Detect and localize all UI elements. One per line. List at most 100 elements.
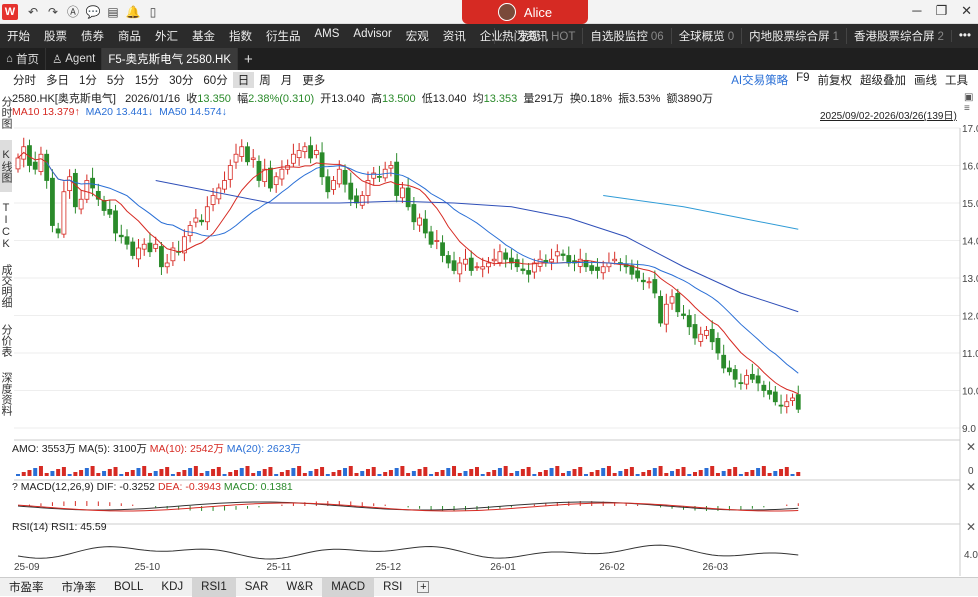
indicator-tab[interactable]: MACD	[322, 577, 375, 597]
volume-bar	[440, 470, 445, 476]
volume-bar	[354, 473, 359, 476]
add-tab-button[interactable]: +	[244, 50, 253, 68]
indicator-tab[interactable]: SAR	[244, 581, 269, 593]
candle	[308, 145, 313, 159]
tool-0[interactable]: AI交易策略	[731, 75, 789, 87]
candle	[365, 180, 371, 196]
menu-item[interactable]: 商品	[118, 31, 141, 43]
minimize-icon[interactable]: ─	[912, 3, 922, 18]
volume-bar	[302, 473, 307, 476]
close-icon[interactable]: ✕	[966, 520, 977, 534]
period-8[interactable]: 周	[259, 75, 271, 87]
menu-item[interactable]: 资讯	[442, 31, 466, 43]
user-badge[interactable]: Alice	[462, 0, 588, 24]
tool-5[interactable]: 工具	[945, 75, 968, 87]
menu-right-item[interactable]: 自选股监控 06	[582, 28, 670, 44]
period-1[interactable]: 多日	[46, 75, 69, 87]
close-icon[interactable]: ✕	[966, 480, 977, 494]
volume-bar	[549, 468, 554, 476]
menu-item[interactable]: 债券	[81, 31, 104, 43]
indicator-tab[interactable]: 市盈率	[9, 582, 44, 594]
tool-4[interactable]: 画线	[914, 75, 937, 87]
volume-bar	[790, 474, 795, 476]
volume-bar	[165, 467, 170, 476]
indicator-tab[interactable]: 市净率	[61, 582, 97, 594]
candle	[405, 187, 411, 208]
menu-item[interactable]: Advisor	[353, 28, 392, 40]
menu-right-item[interactable]: 香港股票综合屏 2	[846, 28, 951, 44]
volume-bar	[228, 472, 233, 476]
menu-item[interactable]: 外汇	[155, 31, 178, 43]
tab-stock[interactable]: F5-奥克斯电气 2580.HK	[102, 48, 239, 70]
indicator-tab[interactable]: BOLL	[114, 581, 144, 593]
volume-bar	[606, 466, 611, 476]
tool-2[interactable]: 前复权	[817, 75, 853, 87]
undo-icon[interactable]: ↶	[27, 4, 39, 19]
menu-item[interactable]: 衍生品	[266, 31, 301, 43]
volume-bar	[773, 471, 778, 476]
font-icon[interactable]: Ⓐ	[66, 5, 79, 19]
restore-icon[interactable]: ❐	[935, 3, 948, 18]
period-0[interactable]: 分时	[13, 75, 36, 87]
close-icon[interactable]: ✕	[966, 440, 977, 454]
leftnav-item[interactable]: TICK	[0, 202, 12, 250]
tab-agent[interactable]: ♙ Agent	[46, 48, 103, 70]
more-icon[interactable]: •••	[950, 30, 978, 42]
redo-icon[interactable]: ↷	[47, 4, 59, 19]
chat-icon[interactable]: 💬	[85, 4, 101, 19]
volume-bar	[360, 471, 365, 476]
add-indicator-button[interactable]: +	[417, 581, 430, 593]
leftnav-item[interactable]: 分时图	[0, 95, 12, 129]
bell-icon[interactable]: 🔔	[125, 4, 141, 19]
menu-item[interactable]: 开始	[7, 31, 30, 43]
side-panel-toggle[interactable]: ▣ ≡	[964, 92, 974, 114]
left-nav: 分时图 K线图 TICK 成交明细分价表深度资料	[0, 92, 12, 464]
indicator-tab[interactable]: RSI1	[192, 577, 236, 597]
menu-item[interactable]: 发现	[516, 31, 540, 43]
period-6[interactable]: 60分	[203, 75, 228, 87]
date-range[interactable]: 2025/09/02-2026/03/26(139日)	[820, 111, 957, 122]
menu-item[interactable]: 基金	[192, 31, 215, 43]
candle	[497, 251, 503, 264]
leftnav-item[interactable]: K线图	[0, 140, 12, 192]
indicator-tab[interactable]: RSI	[383, 581, 403, 593]
ma-legend: MA10 13.379↑ MA20 13.441↓ MA50 14.574↓	[12, 106, 227, 118]
menu-item[interactable]: AMS	[314, 28, 340, 40]
tool-1[interactable]: F9	[796, 72, 810, 84]
candle	[686, 315, 692, 328]
news-icon[interactable]: ▤	[107, 4, 119, 19]
volume-bar	[96, 473, 101, 476]
period-3[interactable]: 5分	[106, 75, 125, 87]
menu-item[interactable]: 宏观	[405, 31, 429, 43]
menu-item[interactable]: 企业	[479, 31, 503, 43]
candle	[239, 146, 245, 157]
period-4[interactable]: 15分	[134, 75, 160, 87]
help-icon[interactable]: ?	[12, 481, 18, 493]
leftnav-item[interactable]: 深度资料	[0, 372, 12, 416]
period-9[interactable]: 月	[280, 75, 293, 87]
period-7[interactable]: 日	[232, 72, 255, 88]
kline-chart[interactable]: 17.0 16.0 15.0 14.0 13.0 12.0 11.0 10.0 9.0 0 4.00…	[0, 118, 978, 576]
menu-right-item[interactable]: 内地股票综合屏 1	[741, 28, 846, 44]
period-2[interactable]: 1分	[79, 75, 97, 87]
tool-3[interactable]: 超级叠加	[860, 75, 906, 87]
candle	[159, 246, 164, 268]
menu-right-item[interactable]: 全球概览 0	[670, 28, 741, 44]
period-10[interactable]: 更多	[302, 75, 326, 87]
candle	[72, 172, 78, 208]
doc-icon[interactable]: ▯	[149, 4, 157, 19]
candle	[566, 255, 572, 264]
volume-bar	[371, 467, 376, 476]
menu-right-item[interactable]: 热门资讯 HOT	[494, 28, 582, 44]
menu-item[interactable]: 指数	[229, 31, 252, 43]
x-tick-label: 26-01	[490, 562, 516, 573]
menu-item[interactable]: 股票	[44, 31, 67, 43]
leftnav-item[interactable]: 成交明细	[0, 264, 12, 308]
period-5[interactable]: 30分	[169, 75, 194, 87]
close-icon[interactable]: ✕	[961, 3, 972, 18]
leftnav-item[interactable]: 分价表	[0, 323, 12, 357]
ma10-line	[17, 151, 799, 395]
indicator-tab[interactable]: W&R	[286, 581, 314, 593]
indicator-tab[interactable]: KDJ	[161, 581, 184, 593]
tab-home[interactable]: ⌂ 首页	[0, 48, 46, 70]
